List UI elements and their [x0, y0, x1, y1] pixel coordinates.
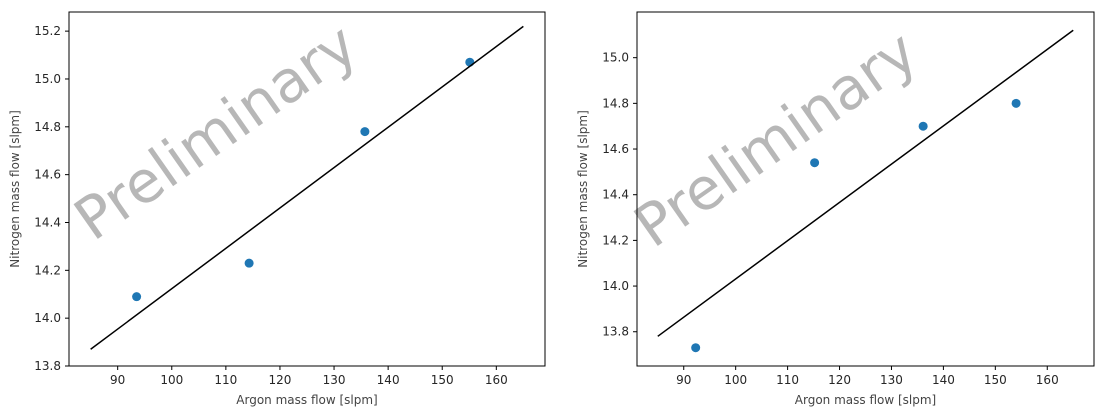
- right-x-tick-label: 110: [776, 373, 799, 387]
- right-y-tick-label: 13.8: [602, 325, 629, 339]
- left-y-axis-label: Nitrogen mass flow [slpm]: [8, 110, 22, 268]
- right-x-tick-label: 150: [984, 373, 1007, 387]
- left-x-tick-label: 140: [377, 373, 400, 387]
- left-fit-line: [90, 25, 524, 350]
- left-x-tick-label: 120: [269, 373, 292, 387]
- right-watermark-text: Preliminary: [622, 17, 929, 261]
- right-y-tick-label: 14.0: [602, 279, 629, 293]
- left-x-tick-label: 100: [160, 373, 183, 387]
- left-data-point: [244, 258, 254, 268]
- right-x-axis: 90 100 110 120 130 140 150 160: [676, 366, 1059, 387]
- right-x-tick-label: 140: [932, 373, 955, 387]
- right-plot-area: [636, 11, 1095, 367]
- left-plot-area: [68, 11, 546, 367]
- left-data-point: [360, 127, 370, 137]
- left-y-tick-label: 14.6: [34, 168, 61, 182]
- left-x-tick-label: 110: [214, 373, 237, 387]
- left-y-tick-label: 14.2: [34, 263, 61, 277]
- left-x-axis-label: Argon mass flow [slpm]: [236, 393, 377, 407]
- right-x-tick-label: 120: [828, 373, 851, 387]
- right-y-tick-label: 15.0: [602, 51, 629, 65]
- left-data-marks: [90, 25, 524, 350]
- left-y-tick-label: 15.0: [34, 72, 61, 86]
- right-y-axis: 13.8 14.0 14.2 14.4 14.6 14.8 15.0: [602, 51, 637, 339]
- left-x-axis: 90 100 110 120 130 140 150 160: [110, 366, 508, 387]
- right-x-tick-label: 90: [676, 373, 691, 387]
- right-y-tick-label: 14.4: [602, 188, 629, 202]
- right-data-point: [691, 343, 701, 353]
- right-x-tick-label: 130: [880, 373, 903, 387]
- right-x-axis-label: Argon mass flow [slpm]: [795, 393, 936, 407]
- right-y-tick-label: 14.2: [602, 233, 629, 247]
- left-y-axis: 13.8 14.0 14.2 14.4 14.6 14.8 15.0 15.2: [34, 24, 69, 373]
- right-y-tick-label: 14.8: [602, 96, 629, 110]
- left-y-tick-label: 15.2: [34, 24, 61, 38]
- left-y-tick-label: 14.8: [34, 120, 61, 134]
- right-data-marks: [657, 29, 1074, 353]
- right-x-tick-label: 160: [1036, 373, 1059, 387]
- right-data-point: [1011, 98, 1021, 108]
- right-y-axis-label: Nitrogen mass flow [slpm]: [576, 110, 590, 268]
- right-x-tick-label: 100: [724, 373, 747, 387]
- left-x-tick-label: 160: [485, 373, 508, 387]
- left-chart: Preliminary 90 100 110 120 130 140 150 160 13.8…: [8, 10, 546, 407]
- right-data-point: [918, 121, 928, 131]
- left-x-tick-label: 130: [323, 373, 346, 387]
- left-y-tick-label: 13.8: [34, 359, 61, 373]
- right-y-tick-label: 14.6: [602, 142, 629, 156]
- right-data-point: [810, 158, 820, 168]
- right-chart: Preliminary 90 100 110 120 130 140 150 160 13.8…: [576, 11, 1095, 407]
- left-y-tick-label: 14.0: [34, 311, 61, 325]
- left-x-tick-label: 90: [110, 373, 125, 387]
- left-data-point: [132, 292, 142, 302]
- right-fit-line: [657, 29, 1074, 337]
- left-y-tick-label: 14.4: [34, 215, 61, 229]
- left-x-tick-label: 150: [431, 373, 454, 387]
- left-watermark-text: Preliminary: [62, 10, 369, 254]
